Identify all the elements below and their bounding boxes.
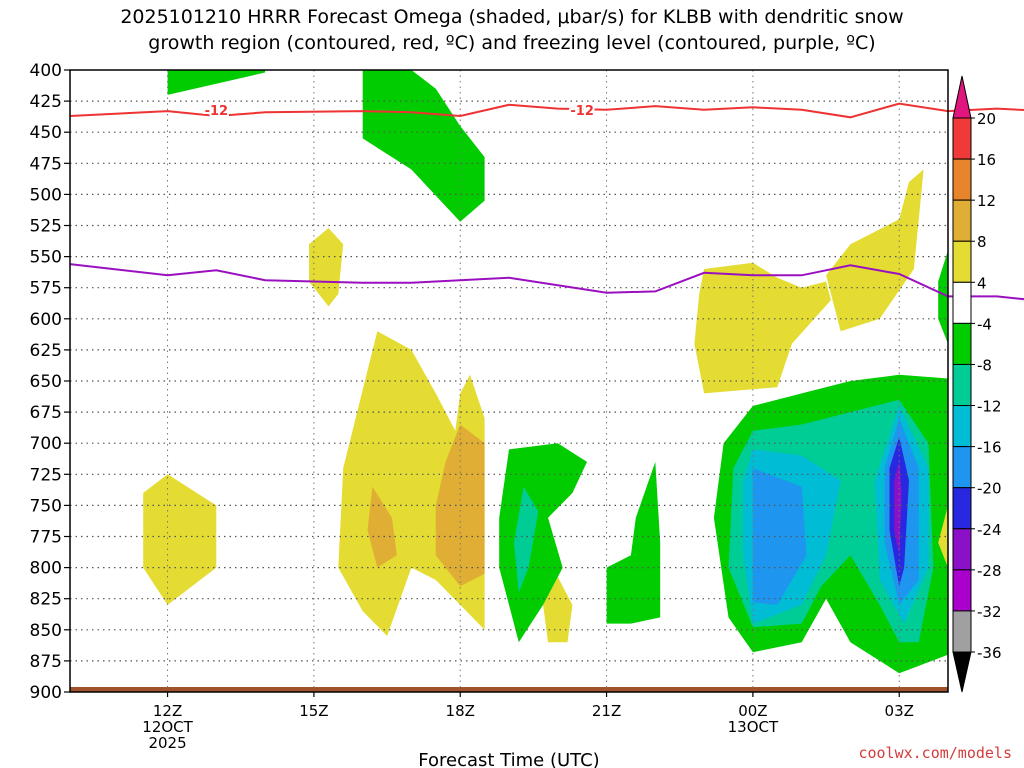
x-tick-label-17-0: 03Z	[885, 702, 914, 720]
x-tick-label-14-0: 00Z	[738, 702, 767, 720]
colorbar: 20 16 12 8 4 -4 -8 -12 -16 -20 -24 -28 -32 -36	[952, 75, 1002, 693]
y-tick-label-725: 725	[30, 465, 62, 485]
colorbar-bottom-arrow	[952, 651, 972, 693]
y-tick-label-525: 525	[30, 217, 62, 237]
contour-lines: -12 -12	[69, 102, 1024, 301]
colorbar-label-10: -24	[977, 521, 1002, 539]
colorbar-band-4	[952, 281, 972, 324]
y-axis: 400 425 450 475 500 525 550 575 600 625 650 675 700 7…	[30, 61, 70, 703]
y-tick-label-775: 775	[30, 528, 62, 548]
colorbar-band-8	[952, 446, 972, 489]
colorbar-band-9	[952, 487, 972, 530]
ground-strip	[70, 687, 948, 692]
x-tick-label-2-0: 12Z	[153, 702, 182, 720]
omega-region-9	[513, 486, 539, 593]
grid-lines	[70, 70, 948, 692]
y-tick-label-425: 425	[30, 92, 62, 112]
y-tick-label-900: 900	[30, 683, 62, 703]
omega-region-5	[367, 486, 397, 568]
y-tick-label-800: 800	[30, 559, 62, 579]
x-tick-label-11-0: 21Z	[592, 702, 621, 720]
colorbar-label-3: 8	[977, 233, 987, 251]
colorbar-label-8: -16	[977, 439, 1002, 457]
colorbar-band-11	[952, 569, 972, 612]
colorbar-band-6	[952, 363, 972, 407]
omega-region-0	[167, 70, 266, 95]
y-tick-label-750: 750	[30, 496, 62, 516]
y-tick-label-575: 575	[30, 279, 62, 299]
omega-region-6	[143, 474, 217, 605]
colorbar-band-10	[952, 528, 972, 571]
omega-region-1	[362, 70, 485, 222]
colorbar-label-9: -20	[977, 480, 1002, 498]
colorbar-band-3	[952, 240, 972, 283]
colorbar-band-1	[952, 158, 972, 201]
y-tick-label-825: 825	[30, 590, 62, 610]
y-tick-label-850: 850	[30, 621, 62, 641]
contour-minus12-label-0: -12	[205, 104, 229, 119]
x-tick-label-14-1: 13OCT	[728, 718, 779, 736]
chart-title-line-1: 2025101210 HRRR Forecast Omega (shaded, …	[120, 6, 904, 28]
y-tick-label-700: 700	[30, 434, 62, 454]
colorbar-label-11: -28	[977, 562, 1002, 580]
colorbar-band-2	[952, 199, 972, 242]
x-tick-label-2-2: 2025	[148, 734, 186, 752]
y-tick-label-475: 475	[30, 154, 62, 174]
omega-region-10	[606, 461, 661, 624]
y-tick-label-600: 600	[30, 310, 62, 330]
colorbar-label-0: 20	[977, 110, 996, 128]
x-tick-label-5-0: 15Z	[299, 702, 328, 720]
omega-region-20	[826, 169, 924, 332]
contour-minus12-label-1: -12	[570, 104, 594, 119]
colorbar-label-6: -8	[977, 356, 992, 374]
credit-text: coolwx.com/models	[858, 744, 1012, 762]
omega-region-22	[938, 505, 948, 568]
contour-minus12-line	[69, 102, 1024, 119]
colorbar-label-12: -32	[977, 603, 1002, 621]
colorbar-band-5	[952, 322, 972, 365]
chart-title-line-2: growth region (contoured, red, ºC) and f…	[148, 32, 876, 54]
colorbar-label-5: -4	[977, 315, 992, 333]
colorbar-band-7	[952, 405, 972, 448]
y-tick-label-550: 550	[30, 248, 62, 268]
omega-region-8	[499, 443, 587, 643]
colorbar-label-13: -36	[977, 644, 1002, 662]
y-tick-label-875: 875	[30, 652, 62, 672]
x-axis-label: Forecast Time (UTC)	[418, 750, 599, 768]
x-tick-label-8-0: 18Z	[446, 702, 475, 720]
colorbar-top-arrow	[952, 75, 972, 119]
colorbar-band-12	[952, 610, 972, 653]
colorbar-band-0	[952, 117, 972, 160]
x-tick-label-2-1: 12OCT	[142, 718, 193, 736]
y-tick-label-650: 650	[30, 372, 62, 392]
y-tick-label-450: 450	[30, 123, 62, 143]
omega-region-2	[309, 228, 344, 307]
y-tick-label-500: 500	[30, 185, 62, 205]
colorbar-label-7: -12	[977, 398, 1002, 416]
y-tick-label-400: 400	[30, 61, 62, 81]
omega-region-19	[694, 262, 831, 394]
omega-shaded-regions	[70, 70, 948, 692]
omega-region-21	[938, 250, 948, 344]
y-tick-label-625: 625	[30, 341, 62, 361]
colorbar-label-4: 4	[977, 274, 987, 292]
omega-region-18	[894, 461, 902, 556]
colorbar-label-1: 16	[977, 151, 996, 169]
y-tick-label-675: 675	[30, 403, 62, 423]
colorbar-label-2: 12	[977, 192, 996, 210]
